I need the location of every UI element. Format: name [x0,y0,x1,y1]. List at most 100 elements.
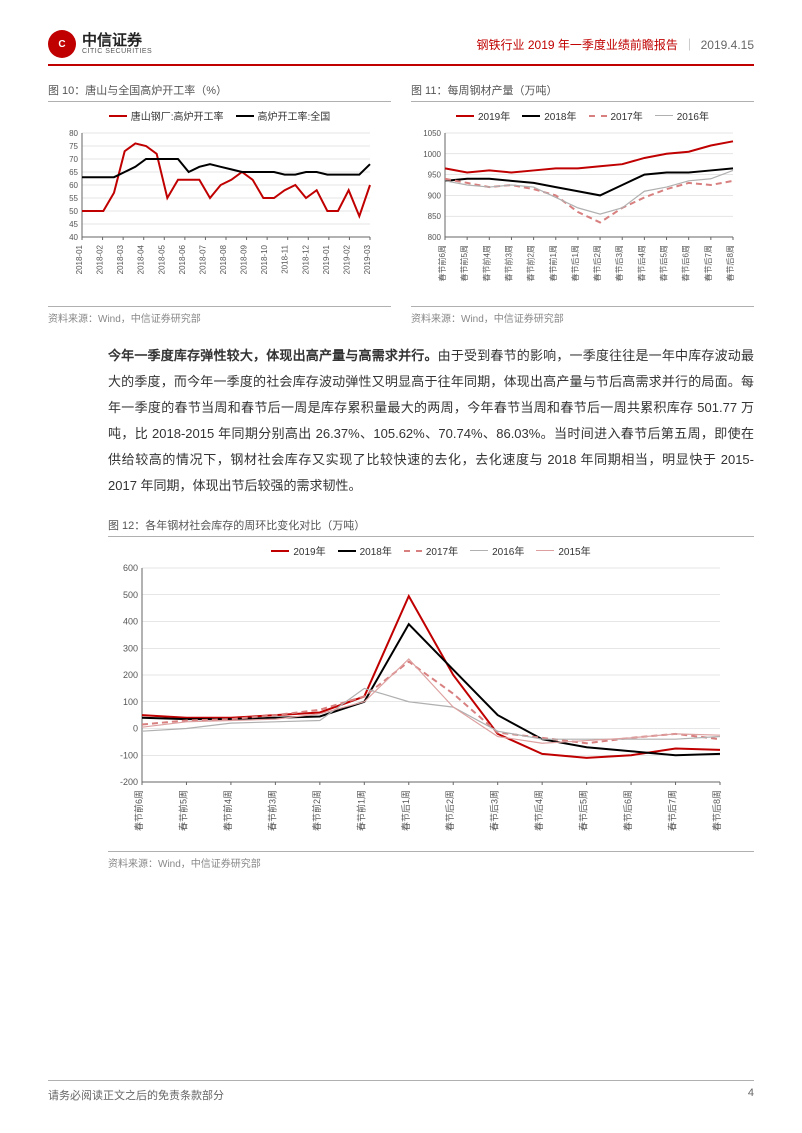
svg-text:春节后3周: 春节后3周 [614,245,624,281]
legend-item: 2019年 [271,543,325,558]
svg-text:春节前1周: 春节前1周 [355,790,366,831]
logo: C 中信证券 CITIC SECURITIES [48,30,152,58]
svg-text:春节前1周: 春节前1周 [548,245,558,281]
chart-10-legend: 唐山钢厂:高炉开工率高炉开工率:全国 [48,108,391,123]
svg-text:春节后7周: 春节后7周 [703,245,713,281]
page-header: C 中信证券 CITIC SECURITIES 钢铁行业 2019 年一季度业绩… [48,30,754,66]
svg-text:300: 300 [123,643,138,653]
svg-text:200: 200 [123,670,138,680]
legend-item: 2017年 [404,543,458,558]
legend-item: 2016年 [655,108,709,123]
svg-text:500: 500 [123,590,138,600]
svg-text:春节后1周: 春节后1周 [400,790,411,831]
chart-12-legend: 2019年 2018年 2017年 2016年 2015年 [108,543,754,558]
svg-text:2018-02: 2018-02 [96,244,105,274]
logo-en: CITIC SECURITIES [82,48,152,55]
svg-text:春节前2周: 春节前2周 [526,245,536,281]
svg-text:春节前5周: 春节前5周 [459,245,469,281]
svg-text:2018-11: 2018-11 [281,244,290,273]
svg-text:950: 950 [428,171,442,180]
footer-disclaimer: 请务必阅读正文之后的免责条款部分 [48,1087,224,1103]
chart-11-svg: 800 850 900 950 1000 1050 春节前6周 春节前5周 春节前4周 春节前3周… [411,127,741,297]
chart-12-title: 图 12：各年钢材社会库存的周环比变化对比（万吨） [108,517,754,537]
svg-text:春节前4周: 春节前4周 [481,245,491,281]
svg-text:春节后6周: 春节后6周 [681,245,691,281]
svg-text:2018-08: 2018-08 [219,244,228,274]
svg-text:40: 40 [69,233,78,242]
chart-10-box: 图 10：唐山与全国高炉开工率（%） 唐山钢厂:高炉开工率高炉开工率:全国 40… [48,82,391,325]
report-date: 2019.4.15 [701,38,754,52]
page-footer: 请务必阅读正文之后的免责条款部分 4 [48,1080,754,1103]
legend-item: 2015年 [536,543,590,558]
svg-text:春节后6周: 春节后6周 [622,790,633,831]
chart-12-source: 资料来源：Wind，中信证券研究部 [108,851,754,870]
svg-text:2018-10: 2018-10 [260,244,269,274]
svg-text:2019-01: 2019-01 [322,244,331,274]
svg-text:春节后3周: 春节后3周 [489,790,500,831]
svg-text:50: 50 [69,207,78,216]
svg-text:80: 80 [69,129,78,138]
legend-item: 2017年 [589,108,643,123]
svg-text:2018-06: 2018-06 [178,244,187,274]
svg-text:60: 60 [69,181,78,190]
chart-11-title: 图 11：每周钢材产量（万吨） [411,82,754,102]
svg-text:春节后8周: 春节后8周 [725,245,735,281]
svg-text:2018-07: 2018-07 [198,244,207,274]
svg-text:春节后1周: 春节后1周 [570,245,580,281]
legend-item: 2018年 [338,543,392,558]
svg-text:2018-09: 2018-09 [240,244,249,274]
svg-text:2019-03: 2019-03 [363,244,372,274]
svg-text:春节前6周: 春节前6周 [133,790,144,831]
svg-text:900: 900 [428,191,442,200]
chart-10-title: 图 10：唐山与全国高炉开工率（%） [48,82,391,102]
svg-text:春节后8周: 春节后8周 [711,790,722,831]
svg-text:-200: -200 [120,777,138,787]
logo-icon: C [48,30,76,58]
logo-cn: 中信证券 [82,33,152,48]
legend-item: 唐山钢厂:高炉开工率 [109,108,224,123]
header-title: 钢铁行业 2019 年一季度业绩前瞻报告 ｜ 2019.4.15 [477,36,754,53]
svg-text:春节后2周: 春节后2周 [592,245,602,281]
footer-page: 4 [748,1087,754,1103]
svg-text:春节前2周: 春节前2周 [311,790,322,831]
svg-text:春节后5周: 春节后5周 [578,790,589,831]
svg-text:1050: 1050 [423,129,441,138]
svg-text:春节前6周: 春节前6周 [437,245,447,281]
svg-text:400: 400 [123,617,138,627]
svg-text:65: 65 [69,168,78,177]
svg-text:2018-01: 2018-01 [75,244,84,274]
svg-text:2018-05: 2018-05 [157,244,166,274]
svg-text:100: 100 [123,697,138,707]
legend-item: 高炉开工率:全国 [236,108,331,123]
para-text: 由于受到春节的影响，一季度往往是一年中库存波动最大的季度，而今年一季度的社会库存… [108,348,754,493]
svg-text:春节后4周: 春节后4周 [533,790,544,831]
legend-item: 2016年 [470,543,524,558]
report-title: 钢铁行业 2019 年一季度业绩前瞻报告 [477,38,678,52]
svg-text:0: 0 [133,724,138,734]
svg-text:春节后2周: 春节后2周 [444,790,455,831]
chart-10-svg: 40 45 50 55 60 65 70 75 80 2018-01 2018-02 2018-03 2… [48,127,378,297]
svg-text:45: 45 [69,220,78,229]
svg-text:春节后7周: 春节后7周 [667,790,678,831]
svg-text:800: 800 [428,233,442,242]
chart-11-box: 图 11：每周钢材产量（万吨） 2019年2018年2017年2016年 800… [411,82,754,325]
chart-12-box: 图 12：各年钢材社会库存的周环比变化对比（万吨） 2019年 2018年 2017… [108,517,754,870]
svg-text:2018-03: 2018-03 [116,244,125,274]
chart-11-legend: 2019年2018年2017年2016年 [411,108,754,123]
svg-text:2019-02: 2019-02 [342,244,351,274]
svg-text:850: 850 [428,212,442,221]
svg-text:1000: 1000 [423,150,441,159]
svg-text:55: 55 [69,194,78,203]
svg-text:春节前4周: 春节前4周 [222,790,233,831]
svg-text:春节后5周: 春节后5周 [659,245,669,281]
legend-item: 2018年 [522,108,576,123]
body-paragraph: 今年一季度库存弹性较大，体现出高产量与高需求并行。由于受到春节的影响，一季度往往… [108,343,754,499]
svg-text:春节后4周: 春节后4周 [636,245,646,281]
svg-text:2018-12: 2018-12 [301,244,310,274]
svg-text:-100: -100 [120,750,138,760]
svg-text:75: 75 [69,142,78,151]
svg-text:70: 70 [69,155,78,164]
svg-text:春节前3周: 春节前3周 [503,245,513,281]
chart-12-svg: -200-1000100200300400500600春节前6周春节前5周春节前… [108,562,728,842]
svg-text:600: 600 [123,563,138,573]
